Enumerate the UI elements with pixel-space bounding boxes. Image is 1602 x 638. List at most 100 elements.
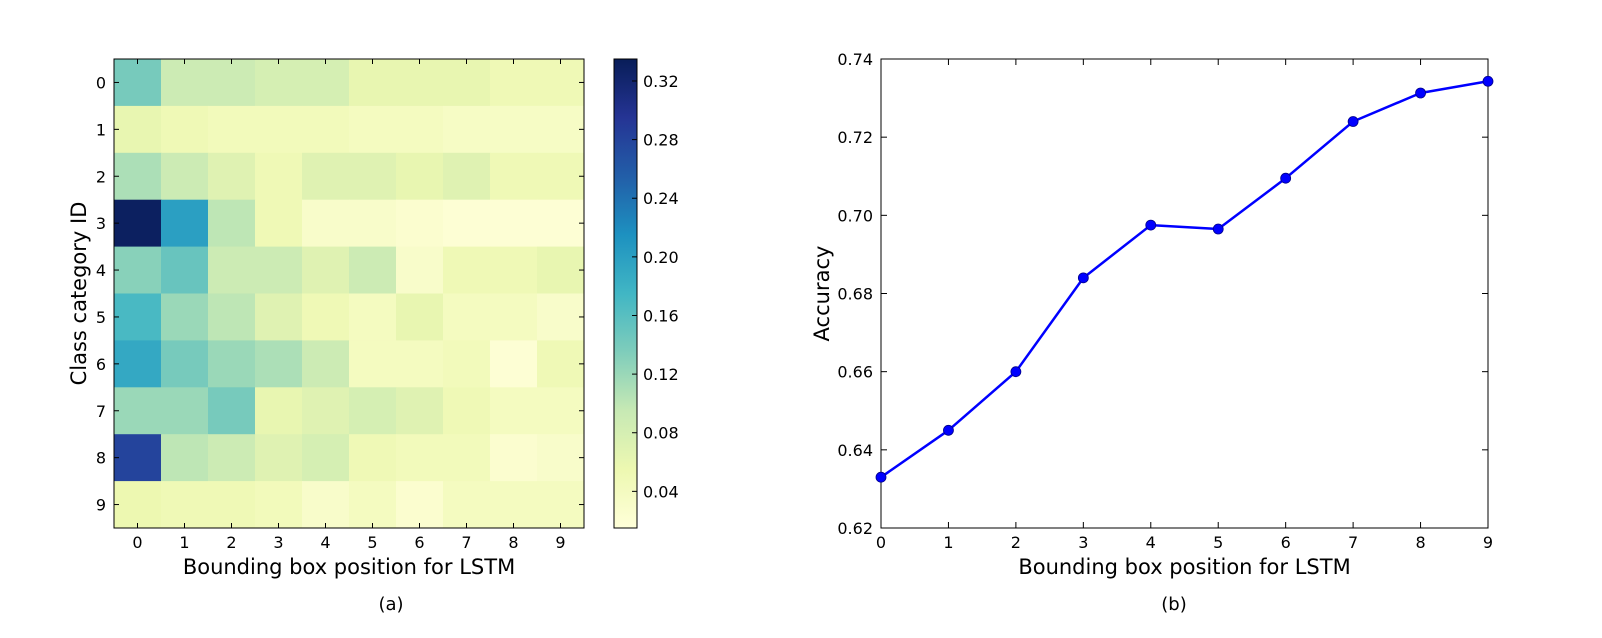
accuracy-series-line bbox=[880, 80, 1489, 479]
line-chart-y-tick-label: 0.64 bbox=[837, 441, 873, 460]
heatmap-cells bbox=[114, 59, 585, 529]
line-chart-y-axis-label: Accuracy bbox=[810, 246, 834, 342]
heatmap-cell-8-9 bbox=[537, 434, 585, 482]
accuracy-point bbox=[1077, 272, 1089, 284]
heatmap-cell-9-6 bbox=[396, 481, 444, 529]
accuracy-point bbox=[1347, 116, 1359, 127]
accuracy-point bbox=[1145, 219, 1157, 231]
heatmap-y-tick-label: 0 bbox=[96, 73, 106, 92]
heatmap-cell-6-9 bbox=[537, 340, 585, 388]
heatmap-cell-7-2 bbox=[208, 387, 256, 435]
heatmap-cell-5-0 bbox=[114, 293, 162, 341]
heatmap-y-tick-label: 3 bbox=[96, 214, 106, 233]
heatmap-x-tick-label: 3 bbox=[273, 533, 283, 552]
heatmap-cell-5-9 bbox=[537, 293, 585, 341]
line-chart-y-tick-label: 0.66 bbox=[837, 363, 873, 382]
colorbar: 0.04 0.08 0.12 0.16 0.20 0.24 0.28 0.32 bbox=[613, 58, 679, 529]
heatmap-cell-9-5 bbox=[349, 481, 397, 529]
heatmap-cell-0-5 bbox=[349, 59, 397, 107]
line-chart-x-tick-label: 0 bbox=[876, 533, 886, 552]
heatmap-cell-3-2 bbox=[208, 199, 256, 248]
heatmap-y-tick-label: 5 bbox=[96, 308, 106, 327]
line-chart-x-tick-label: 7 bbox=[1348, 533, 1358, 552]
accuracy-point bbox=[943, 424, 954, 436]
line-chart-x-tick-label: 8 bbox=[1415, 533, 1425, 552]
heatmap-cell-9-9 bbox=[537, 481, 585, 529]
line-chart-y-tick-label: 0.74 bbox=[837, 50, 873, 69]
heatmap-x-tick-label: 0 bbox=[132, 533, 142, 552]
colorbar-tick-label: 0.28 bbox=[643, 131, 679, 150]
heatmap-y-tick-label: 1 bbox=[96, 120, 106, 139]
heatmap-cell-4-5 bbox=[349, 246, 397, 294]
line-chart-y-ticks: 0.62 0.64 0.66 0.68 0.70 0.72 0.74 bbox=[837, 50, 1488, 538]
heatmap-cell-3-6 bbox=[396, 199, 444, 248]
heatmap-x-tick-label: 7 bbox=[461, 533, 471, 552]
heatmap-cell-3-8 bbox=[490, 199, 538, 248]
heatmap-cell-9-3 bbox=[255, 481, 303, 529]
heatmap-cell-5-8 bbox=[490, 293, 538, 341]
line-chart-x-tick-label: 3 bbox=[1078, 533, 1088, 552]
heatmap-y-tick-label: 7 bbox=[96, 402, 106, 421]
colorbar-tick-label: 0.12 bbox=[643, 365, 679, 384]
heatmap-cell-3-0 bbox=[114, 199, 162, 248]
heatmap-cell-8-5 bbox=[349, 434, 397, 482]
heatmap-cell-7-1 bbox=[161, 387, 209, 435]
heatmap-y-tick-label: 2 bbox=[96, 167, 106, 186]
heatmap-x-tick-label: 2 bbox=[226, 533, 236, 552]
heatmap-cell-3-7 bbox=[443, 199, 491, 248]
heatmap-cell-9-0 bbox=[114, 481, 162, 529]
heatmap-cell-8-6 bbox=[396, 434, 444, 482]
heatmap-cell-6-7 bbox=[443, 340, 491, 388]
line-chart-x-ticks: 0 1 2 3 4 5 6 7 8 9 bbox=[876, 59, 1493, 552]
colorbar-tick-label: 0.08 bbox=[643, 424, 679, 443]
line-chart-x-tick-label: 2 bbox=[1011, 533, 1021, 552]
heatmap-cell-3-3 bbox=[255, 199, 303, 248]
heatmap-cell-8-2 bbox=[208, 434, 256, 482]
heatmap-cell-8-7 bbox=[443, 434, 491, 482]
heatmap-cell-0-1 bbox=[161, 59, 209, 107]
heatmap-x-tick-label: 8 bbox=[508, 533, 518, 552]
heatmap-y-tick-label: 9 bbox=[96, 496, 106, 515]
heatmap-cell-7-6 bbox=[396, 387, 444, 435]
heatmap-cell-1-3 bbox=[255, 105, 303, 154]
heatmap-cell-8-1 bbox=[161, 434, 209, 482]
heatmap-cell-1-5 bbox=[349, 105, 397, 154]
heatmap-cell-2-9 bbox=[537, 152, 585, 201]
heatmap-cell-0-8 bbox=[490, 59, 538, 107]
line-chart-y-tick-label: 0.68 bbox=[837, 285, 873, 304]
heatmap-cell-9-8 bbox=[490, 481, 538, 529]
heatmap-y-tick-label: 4 bbox=[96, 261, 106, 280]
colorbar-tick-label: 0.24 bbox=[643, 189, 679, 208]
heatmap-cell-4-2 bbox=[208, 246, 256, 294]
heatmap-y-axis-label: Class category ID bbox=[67, 202, 91, 386]
heatmap-cell-4-3 bbox=[255, 246, 303, 294]
heatmap-cell-2-2 bbox=[208, 152, 256, 201]
heatmap-cell-6-5 bbox=[349, 340, 397, 388]
heatmap-cell-1-4 bbox=[302, 105, 350, 154]
heatmap-cell-0-9 bbox=[537, 59, 585, 107]
line-chart-x-tick-label: 6 bbox=[1281, 533, 1291, 552]
heatmap-x-tick-label: 4 bbox=[320, 533, 330, 552]
heatmap-x-tick-label: 6 bbox=[414, 533, 424, 552]
heatmap-cell-9-1 bbox=[161, 481, 209, 529]
heatmap-cell-3-4 bbox=[302, 199, 350, 248]
heatmap-cell-6-2 bbox=[208, 340, 256, 388]
heatmap-cell-6-6 bbox=[396, 340, 444, 388]
heatmap-cell-6-8 bbox=[490, 340, 538, 388]
heatmap-y-ticks: 0 1 2 3 4 5 6 7 8 9 bbox=[96, 73, 584, 515]
colorbar-tick-label: 0.04 bbox=[643, 482, 679, 501]
heatmap-cell-5-2 bbox=[208, 293, 256, 341]
heatmap-cell-7-8 bbox=[490, 387, 538, 435]
heatmap-x-tick-label: 1 bbox=[179, 533, 189, 552]
heatmap-cell-9-7 bbox=[443, 481, 491, 529]
heatmap-cell-7-5 bbox=[349, 387, 397, 435]
heatmap-cell-7-0 bbox=[114, 387, 162, 435]
line-chart-x-tick-label: 9 bbox=[1483, 533, 1493, 552]
line-chart-y-tick-label: 0.62 bbox=[837, 519, 873, 538]
heatmap-cell-5-1 bbox=[161, 293, 209, 341]
heatmap-cell-0-6 bbox=[396, 59, 444, 107]
heatmap-cell-8-8 bbox=[490, 434, 538, 482]
heatmap-x-tick-label: 9 bbox=[555, 533, 565, 552]
heatmap-cell-5-3 bbox=[255, 293, 303, 341]
colorbar-tick-label: 0.32 bbox=[643, 72, 679, 91]
